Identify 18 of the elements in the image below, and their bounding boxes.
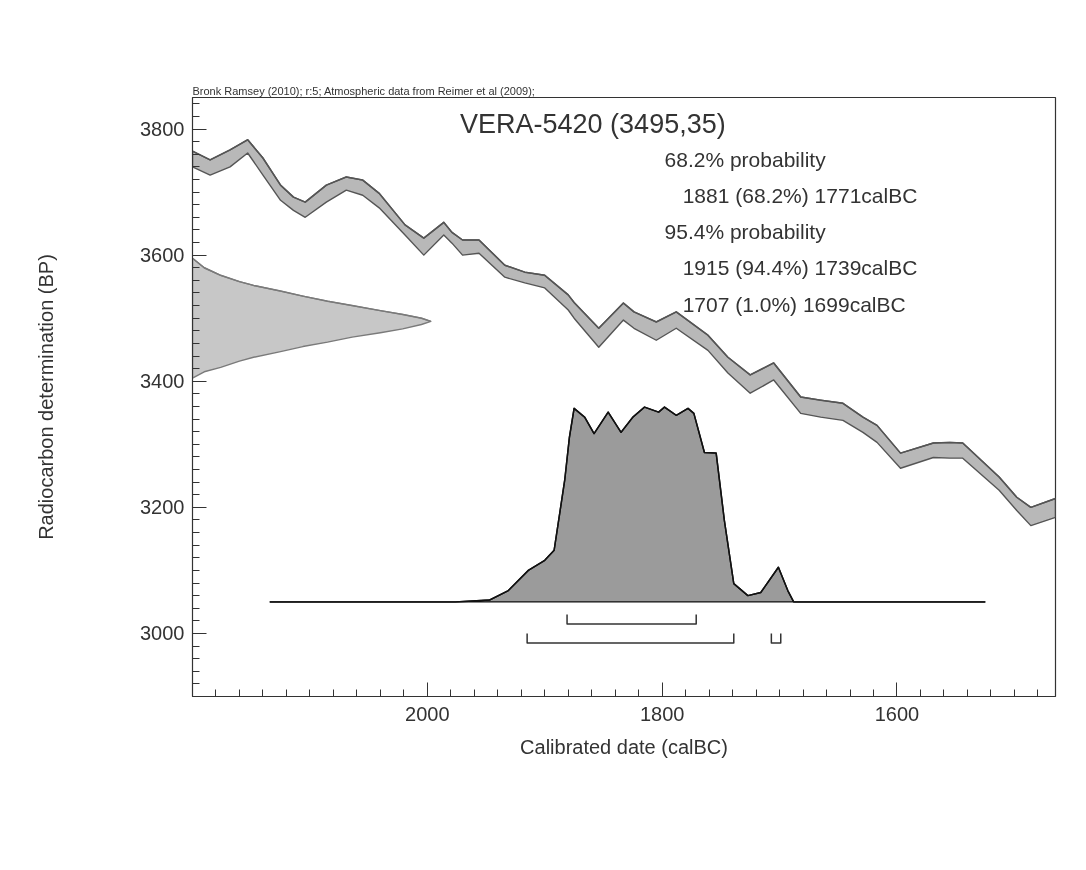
x-axis-title: Calibrated date (calBC) [520, 735, 728, 758]
line-series [192, 257, 432, 323]
y-tick-label: 3000 [140, 622, 185, 645]
y-axis-title: Radiocarbon determination (BP) [35, 254, 58, 540]
y-tick-label: 3200 [140, 496, 185, 519]
annotation: 68.2% probability [664, 147, 827, 171]
y-tick-label: 3400 [140, 370, 185, 393]
annotation: 1915 (94.4%) 1739calBC [682, 256, 918, 280]
annotation: 1707 (1.0%) 1699calBC [682, 292, 906, 316]
y-tick-label: 3600 [140, 244, 185, 267]
text: Bronk Ramsey (2010); r:5; Atmospheric data from Reimer et al (2009); [192, 84, 535, 97]
x-tick-label: 1600 [874, 702, 920, 725]
annotation: 95.4% probability [664, 220, 827, 244]
y-tick-label: 3800 [140, 118, 185, 141]
x-tick-label: 2000 [405, 702, 450, 725]
chart-title: VERA-5420 (3495,35) [460, 109, 726, 140]
annotation: 1881 (68.2%) 1771calBC [682, 183, 918, 207]
x-tick-label: 1800 [639, 702, 685, 725]
